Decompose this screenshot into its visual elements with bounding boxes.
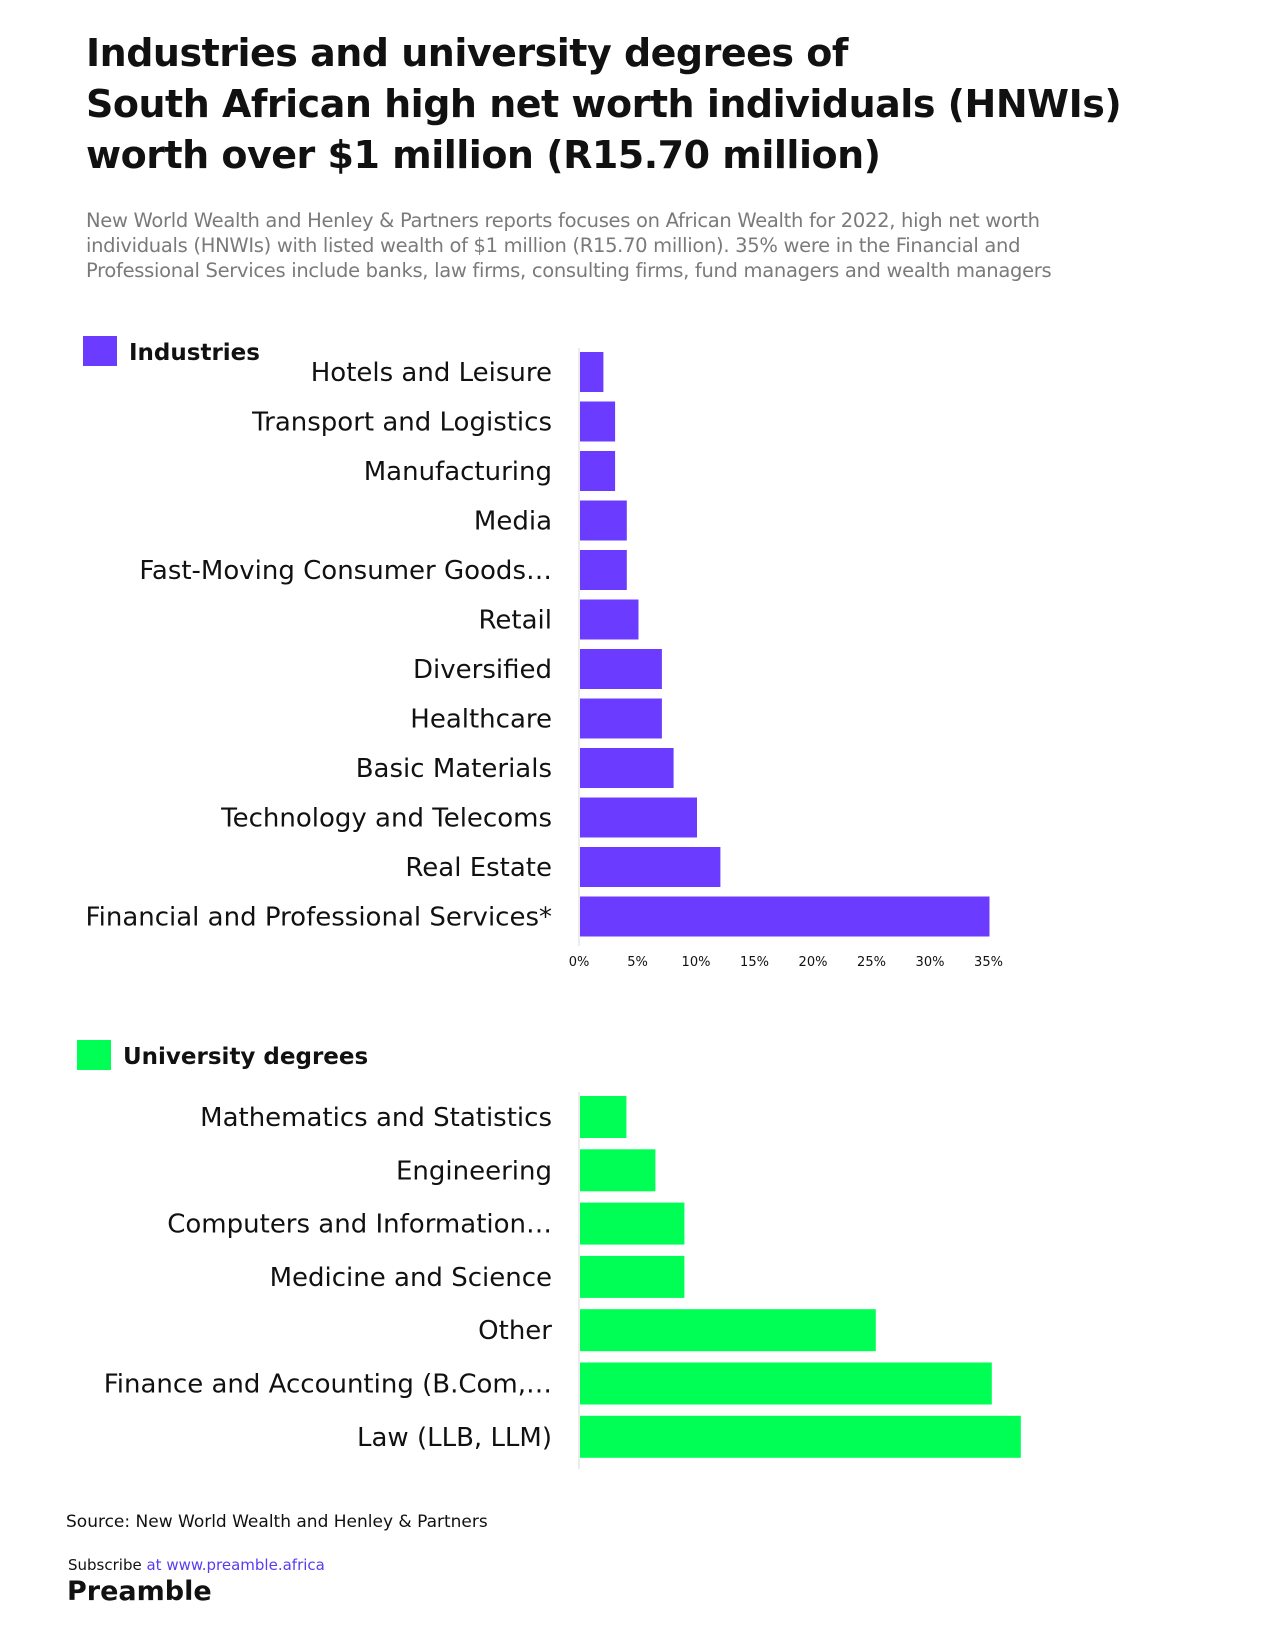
degrees-chart: University degrees Mathematics and Statis…	[77, 1040, 1021, 1470]
chart-title: Industries and university degrees of Sou…	[86, 28, 1206, 181]
bar	[580, 451, 616, 491]
legend-swatch	[83, 336, 117, 366]
category-label: Media	[474, 507, 552, 537]
category-label: Diversified	[413, 655, 552, 685]
bar	[580, 401, 616, 442]
bar	[580, 1202, 685, 1245]
bar	[580, 550, 627, 590]
category-label: Computers and Information…	[167, 1210, 552, 1240]
subscribe-link[interactable]: at www.preamble.africa	[146, 1556, 325, 1574]
category-label: Healthcare	[410, 705, 552, 735]
category-label: Medicine and Science	[270, 1263, 552, 1293]
category-label: Technology and Telecoms	[220, 804, 552, 834]
bar	[580, 1309, 876, 1352]
category-label: Engineering	[396, 1156, 552, 1186]
x-tick-label: 15%	[740, 955, 769, 970]
x-tick-label: 30%	[916, 955, 945, 970]
category-label: Basic Materials	[356, 754, 552, 784]
category-label: Manufacturing	[364, 457, 552, 487]
x-tick-label: 10%	[682, 955, 711, 970]
x-tick-label: 0%	[569, 955, 590, 970]
category-label: Law (LLB, LLM)	[357, 1423, 552, 1453]
bar	[580, 1096, 627, 1138]
bar	[580, 896, 990, 937]
title-line: worth over $1 million (R15.70 million)	[86, 133, 881, 177]
bar	[580, 649, 662, 689]
bar	[580, 1149, 656, 1192]
category-label: Other	[478, 1316, 552, 1346]
x-tick-label: 35%	[974, 955, 1003, 970]
bar	[580, 1415, 1021, 1458]
bar	[580, 847, 721, 887]
x-tick-label: 5%	[627, 955, 648, 970]
bar	[580, 797, 697, 838]
category-label: Real Estate	[405, 853, 552, 883]
bar	[580, 1362, 992, 1405]
legend-swatch	[77, 1040, 111, 1070]
industries-chart: Industries Hotels and Leisure Transport an…	[83, 336, 1003, 970]
category-label: Hotels and Leisure	[311, 358, 552, 388]
x-tick-label: 20%	[799, 955, 828, 970]
category-label: Mathematics and Statistics	[200, 1103, 552, 1133]
chart-subtitle: New World Wealth and Henley & Partners r…	[86, 209, 1052, 282]
category-label: Finance and Accounting (B.Com,…	[104, 1370, 552, 1400]
legend-label: University degrees	[123, 1044, 368, 1070]
brand-logo-text: Preamble	[67, 1576, 212, 1607]
category-label: Financial and Professional Services*	[86, 903, 552, 933]
legend-label: Industries	[129, 340, 260, 366]
subscribe-note: Subscribe at www.preamble.africa	[68, 1556, 325, 1574]
bar	[580, 500, 627, 541]
category-label: Transport and Logistics	[251, 408, 552, 438]
bar	[580, 698, 662, 739]
subscribe-prefix: Subscribe	[68, 1556, 142, 1574]
bar	[580, 748, 674, 788]
source-note: Source: New World Wealth and Henley & Pa…	[66, 1512, 488, 1532]
bar	[580, 352, 604, 392]
bar	[580, 599, 639, 640]
category-label: Retail	[479, 606, 552, 636]
title-line: South African high net worth individuals…	[86, 82, 1122, 126]
bar	[580, 1255, 685, 1298]
x-tick-label: 25%	[857, 955, 886, 970]
title-line: Industries and university degrees of	[86, 31, 848, 75]
category-label: Fast-Moving Consumer Goods…	[139, 556, 552, 586]
